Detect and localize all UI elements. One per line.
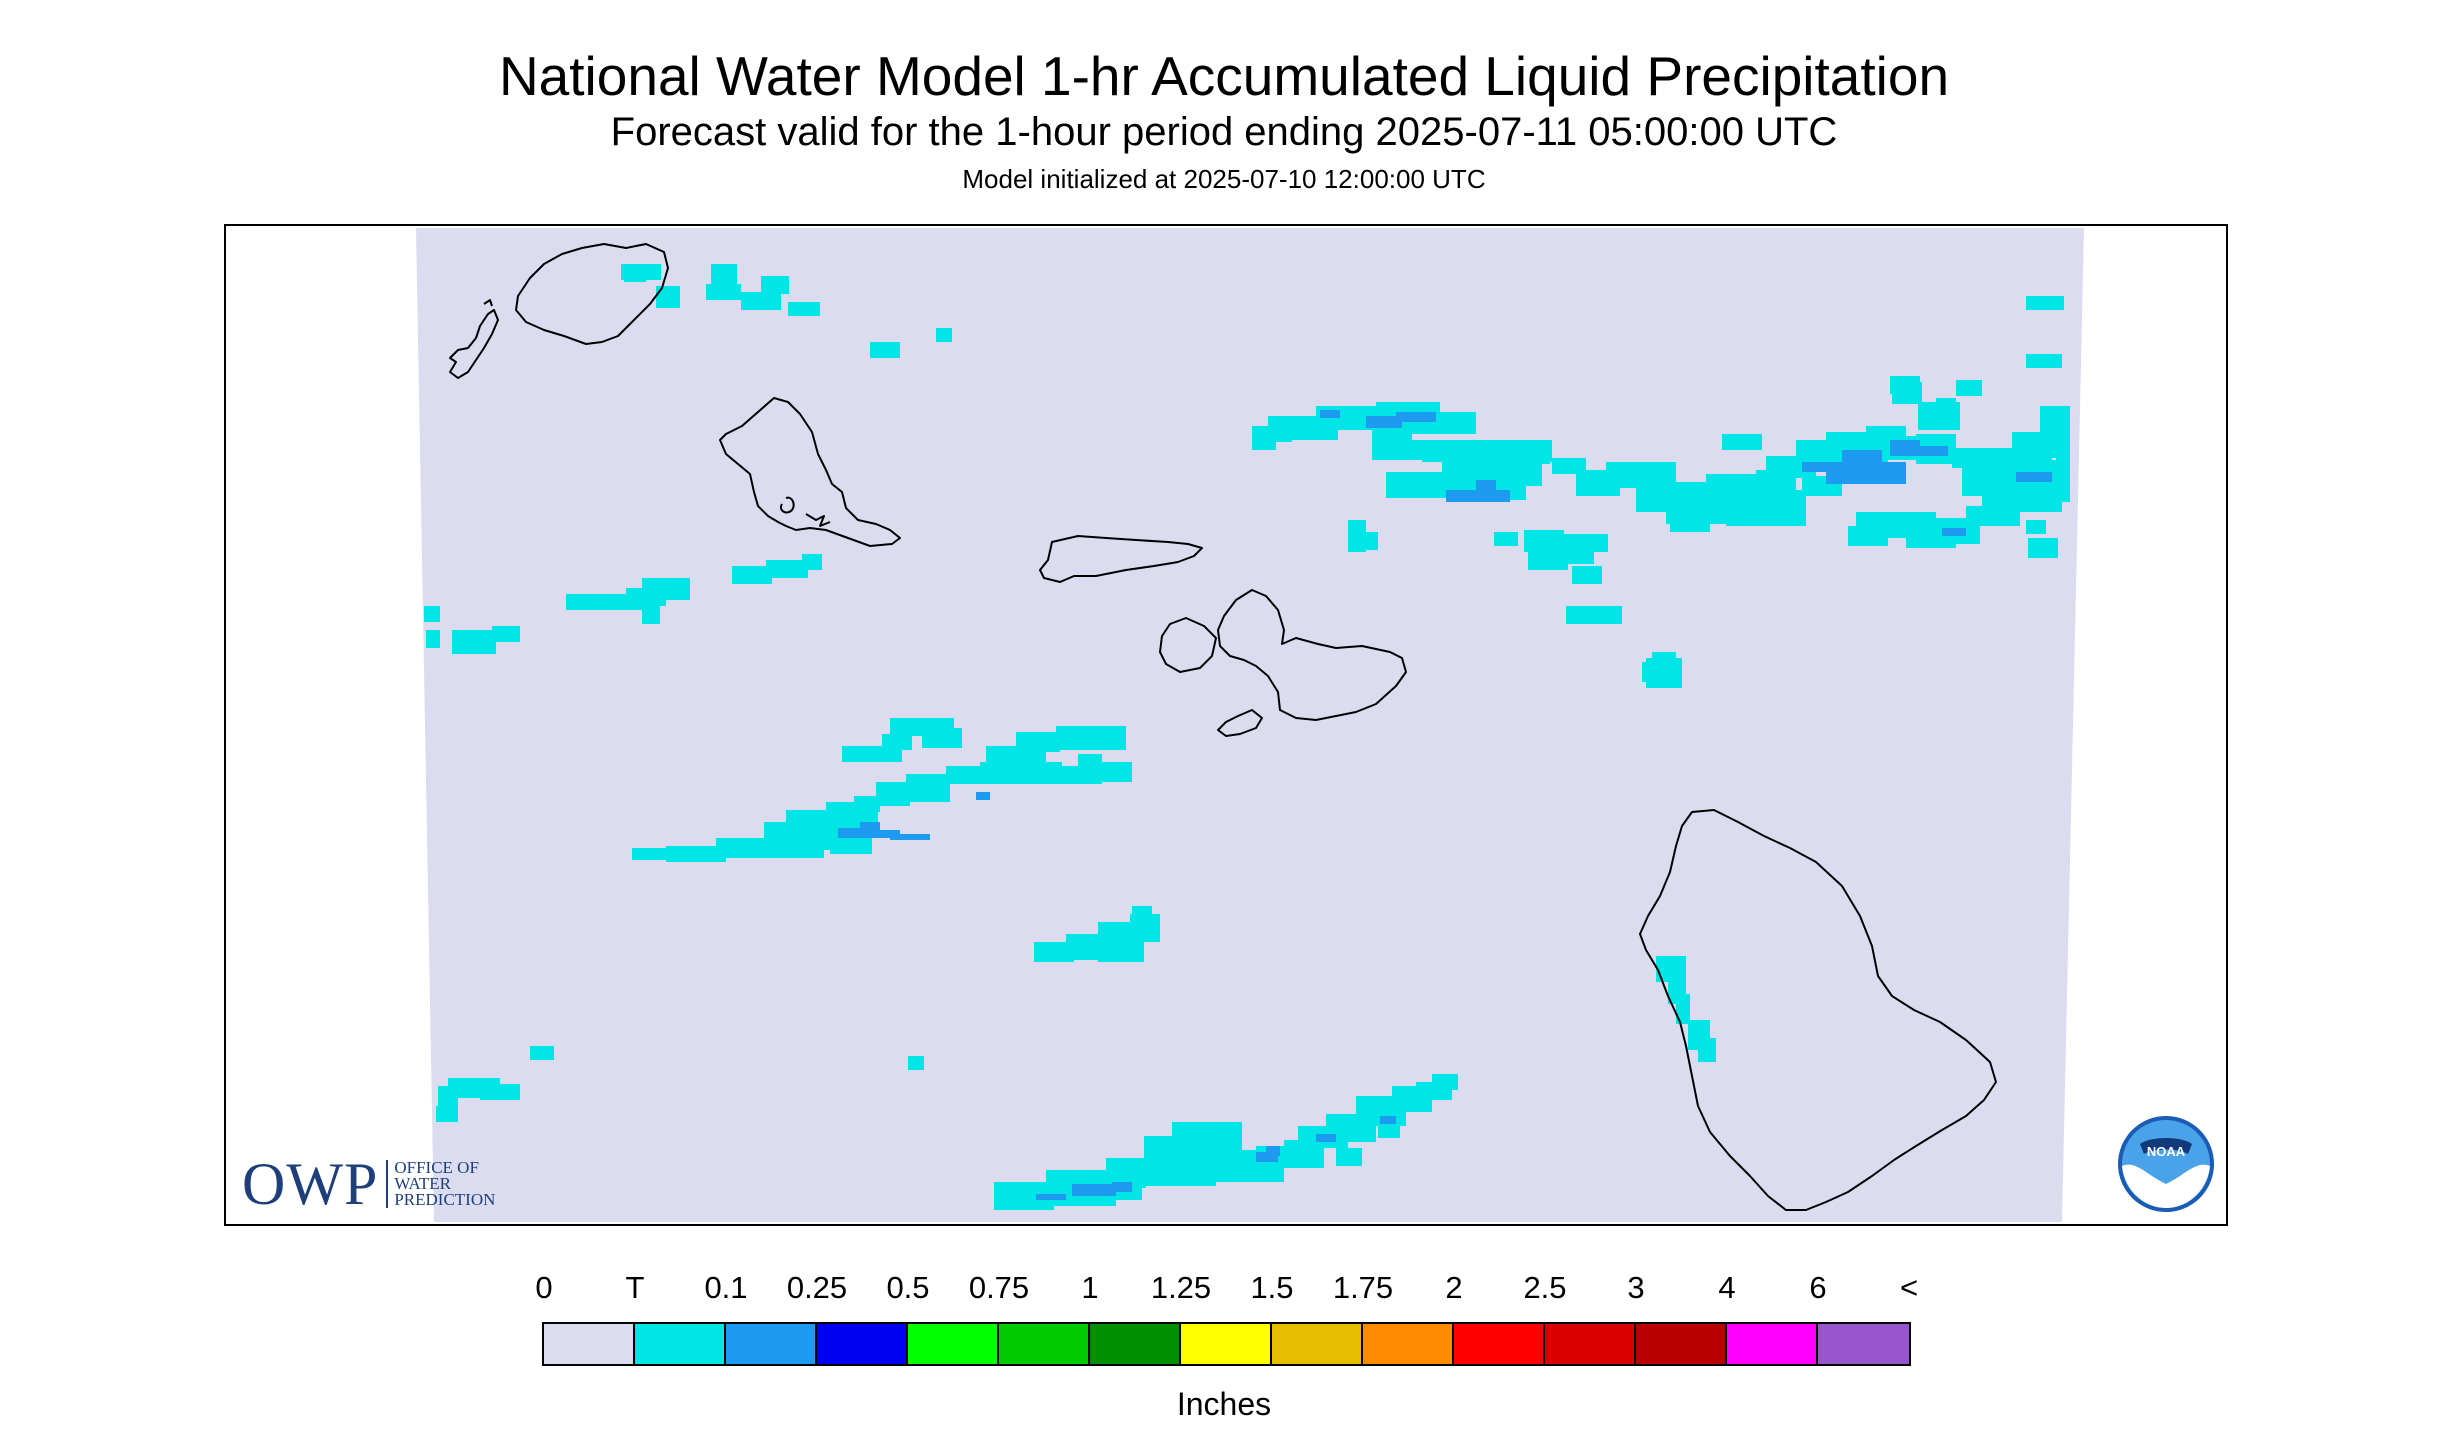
owp-wordmark: OFFICE OF WATER PREDICTION xyxy=(386,1158,496,1209)
legend-tick-label: 1.5 xyxy=(1250,1270,1294,1305)
map-panel[interactable]: OWP OFFICE OF WATER PREDICTION NOAA xyxy=(224,224,2228,1226)
legend-swatch xyxy=(1454,1324,1545,1364)
coast-big-island xyxy=(1639,809,1997,1211)
legend-swatch xyxy=(635,1324,726,1364)
owp-line2: WATER xyxy=(394,1174,452,1193)
model-domain xyxy=(416,228,2084,1222)
precipitation-map xyxy=(416,228,2084,1222)
legend-swatch xyxy=(1636,1324,1727,1364)
coast-molokai xyxy=(1039,535,1203,583)
legend-swatch xyxy=(1545,1324,1636,1364)
legend-tick-label: 0 xyxy=(535,1270,553,1305)
legend-tick-label: < xyxy=(1899,1270,1919,1305)
legend-tick-label: 1.75 xyxy=(1332,1270,1394,1305)
coast-lanai xyxy=(1159,617,1217,673)
legend-swatch xyxy=(817,1324,908,1364)
legend-swatch xyxy=(1818,1324,1909,1364)
coast-niihau xyxy=(449,309,499,379)
legend-tick-label: 0.1 xyxy=(704,1270,748,1305)
legend-tick-label: 0.25 xyxy=(786,1270,848,1305)
coast-oahu xyxy=(719,397,901,547)
precip-light xyxy=(838,410,2052,1200)
map-title: National Water Model 1-hr Accumulated Li… xyxy=(498,45,1950,107)
owp-line1: OFFICE OF xyxy=(394,1158,479,1177)
legend-tick-label: 4 xyxy=(1718,1270,1736,1305)
legend-swatch xyxy=(908,1324,999,1364)
legend-swatch xyxy=(1727,1324,1818,1364)
legend-tick-label: 0.5 xyxy=(886,1270,930,1305)
legend-tick-label: T xyxy=(625,1270,645,1305)
color-bar xyxy=(542,1322,1911,1366)
legend-tick-label: 1.25 xyxy=(1150,1270,1212,1305)
legend-tick-label: 0.75 xyxy=(968,1270,1030,1305)
owp-line3: PREDICTION xyxy=(394,1190,496,1209)
legend-tick-label: 6 xyxy=(1809,1270,1827,1305)
noaa-logo: NOAA xyxy=(2118,1116,2214,1212)
coastlines xyxy=(449,243,1997,1211)
owp-logo: OWP OFFICE OF WATER PREDICTION xyxy=(242,1151,496,1217)
coast-maui xyxy=(1217,589,1407,721)
legend-tick-label: 2 xyxy=(1445,1270,1463,1305)
legend-swatch xyxy=(999,1324,1090,1364)
legend-swatch xyxy=(1272,1324,1363,1364)
legend-tick-label: 1 xyxy=(1081,1270,1099,1305)
precip-trace xyxy=(424,264,2070,1210)
legend-tick-label: 3 xyxy=(1627,1270,1645,1305)
noaa-text: NOAA xyxy=(2147,1144,2186,1159)
coast-kauai xyxy=(515,243,669,345)
legend-swatch xyxy=(726,1324,817,1364)
legend-swatch xyxy=(1181,1324,1272,1364)
legend-units: Inches xyxy=(1176,1386,1272,1422)
model-init-time: Model initialized at 2025-07-10 12:00:00… xyxy=(962,164,1486,194)
legend-swatch xyxy=(544,1324,635,1364)
map-subtitle: Forecast valid for the 1-hour period end… xyxy=(610,110,1838,154)
legend-tick-label: 2.5 xyxy=(1523,1270,1567,1305)
owp-letters: OWP xyxy=(242,1150,379,1217)
coast-kahoolawe xyxy=(1217,709,1263,737)
legend-swatch xyxy=(1090,1324,1181,1364)
legend-swatch xyxy=(1363,1324,1454,1364)
